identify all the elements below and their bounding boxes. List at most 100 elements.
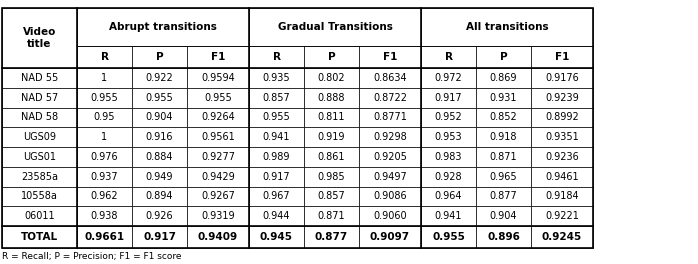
Bar	[249, 206, 304, 226]
Text: 0.9060: 0.9060	[373, 211, 407, 221]
Bar	[249, 107, 304, 127]
Text: Gradual Transitions: Gradual Transitions	[278, 22, 392, 32]
Text: 0.9245: 0.9245	[542, 232, 582, 242]
Bar	[476, 147, 531, 167]
Text: UGS01: UGS01	[23, 152, 56, 162]
Bar	[304, 127, 359, 147]
Text: 0.9221: 0.9221	[545, 211, 579, 221]
Text: F1: F1	[383, 52, 397, 62]
Bar	[421, 186, 476, 206]
Bar	[421, 68, 476, 88]
Bar	[531, 127, 593, 147]
Bar	[359, 147, 421, 167]
Bar	[359, 68, 421, 88]
Bar	[249, 88, 304, 107]
Bar	[304, 147, 359, 167]
Bar	[249, 226, 304, 248]
Text: 0.922: 0.922	[146, 73, 173, 83]
Text: 1: 1	[101, 132, 107, 142]
Bar	[304, 68, 359, 88]
Bar	[421, 8, 593, 46]
Text: 0.9184: 0.9184	[545, 191, 579, 201]
Bar	[132, 88, 187, 107]
Bar	[421, 127, 476, 147]
Bar	[531, 46, 593, 68]
Bar	[187, 167, 249, 186]
Text: 0.935: 0.935	[262, 73, 290, 83]
Text: 0.949: 0.949	[146, 172, 173, 182]
Text: 0.9594: 0.9594	[201, 73, 235, 83]
Bar	[359, 167, 421, 186]
Text: 0.871: 0.871	[318, 211, 346, 221]
Bar	[187, 226, 249, 248]
Text: 23585a: 23585a	[21, 172, 58, 182]
Text: 1: 1	[101, 73, 107, 83]
Text: 0.944: 0.944	[262, 211, 290, 221]
Bar	[476, 127, 531, 147]
Text: 0.869: 0.869	[490, 73, 517, 83]
Bar	[531, 88, 593, 107]
Bar	[132, 167, 187, 186]
Bar	[421, 88, 476, 107]
Bar	[359, 88, 421, 107]
Bar	[132, 206, 187, 226]
Bar	[187, 147, 249, 167]
Text: P: P	[327, 52, 335, 62]
Text: NAD 57: NAD 57	[21, 93, 58, 103]
Bar	[187, 107, 249, 127]
Text: 0.904: 0.904	[146, 112, 173, 122]
Text: R: R	[101, 52, 108, 62]
Text: 0.916: 0.916	[146, 132, 173, 142]
Text: 0.9205: 0.9205	[373, 152, 407, 162]
Text: 0.919: 0.919	[318, 132, 346, 142]
Text: 0.964: 0.964	[435, 191, 462, 201]
Text: 0.945: 0.945	[260, 232, 293, 242]
Text: 0.965: 0.965	[490, 172, 517, 182]
Bar	[249, 127, 304, 147]
Text: 0.962: 0.962	[91, 191, 119, 201]
Bar	[2, 8, 77, 68]
Bar	[2, 107, 77, 127]
Text: 0.9236: 0.9236	[545, 152, 579, 162]
Text: 0.917: 0.917	[435, 93, 462, 103]
Text: 06011: 06011	[24, 211, 55, 221]
Bar	[2, 186, 77, 206]
Bar	[476, 107, 531, 127]
Text: 0.894: 0.894	[146, 191, 173, 201]
Text: 0.953: 0.953	[435, 132, 462, 142]
Text: 0.9319: 0.9319	[201, 211, 235, 221]
Text: 0.9264: 0.9264	[201, 112, 235, 122]
Bar	[249, 46, 304, 68]
Text: 0.9409: 0.9409	[198, 232, 238, 242]
Text: UGS09: UGS09	[23, 132, 56, 142]
Text: Video
title: Video title	[23, 27, 56, 49]
Text: 0.861: 0.861	[318, 152, 346, 162]
Bar	[476, 186, 531, 206]
Text: TOTAL: TOTAL	[21, 232, 58, 242]
Bar	[531, 186, 593, 206]
Text: 0.985: 0.985	[318, 172, 346, 182]
Bar	[476, 46, 531, 68]
Bar	[304, 186, 359, 206]
Bar	[531, 68, 593, 88]
Bar	[476, 167, 531, 186]
Bar	[2, 147, 77, 167]
Bar	[2, 127, 77, 147]
Bar	[304, 206, 359, 226]
Text: 0.917: 0.917	[262, 172, 290, 182]
Bar	[476, 206, 531, 226]
Bar	[304, 107, 359, 127]
Text: 0.9351: 0.9351	[545, 132, 579, 142]
Text: 0.9097: 0.9097	[370, 232, 410, 242]
Bar	[187, 186, 249, 206]
Bar	[476, 68, 531, 88]
Text: 0.952: 0.952	[435, 112, 462, 122]
Text: 0.972: 0.972	[435, 73, 462, 83]
Bar	[359, 46, 421, 68]
Text: 0.918: 0.918	[490, 132, 517, 142]
Text: Abrupt transitions: Abrupt transitions	[109, 22, 217, 32]
Text: 0.8771: 0.8771	[373, 112, 407, 122]
Bar	[421, 147, 476, 167]
Text: 0.8992: 0.8992	[545, 112, 579, 122]
Bar	[77, 88, 132, 107]
